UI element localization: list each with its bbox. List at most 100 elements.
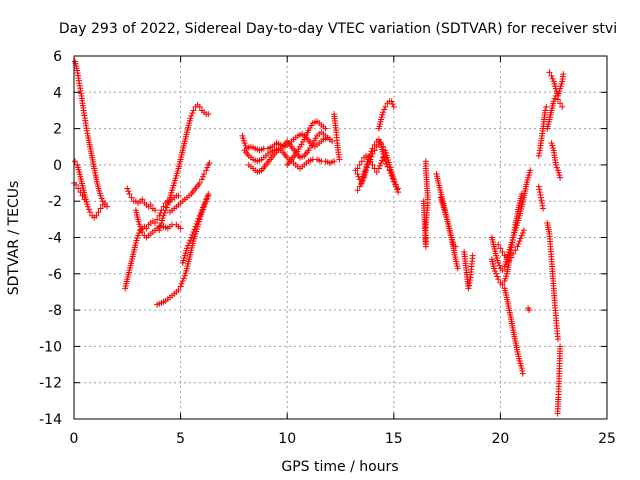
data-series xyxy=(166,160,213,216)
data-point xyxy=(559,103,566,110)
data-point xyxy=(540,205,547,212)
data-point xyxy=(193,220,200,227)
data-series xyxy=(546,69,567,99)
data-point xyxy=(139,229,146,236)
data-point xyxy=(326,136,333,143)
data-point xyxy=(382,103,389,110)
data-point xyxy=(495,276,502,283)
data-point xyxy=(367,151,374,158)
data-point xyxy=(380,109,387,116)
data-point xyxy=(496,262,503,269)
data-point xyxy=(160,203,167,210)
grid xyxy=(74,56,607,419)
data-point xyxy=(196,180,203,187)
data-point xyxy=(138,226,145,233)
data-point xyxy=(537,194,544,201)
data-point xyxy=(154,216,161,223)
data-point xyxy=(357,180,364,187)
data-point xyxy=(180,275,187,282)
data-point xyxy=(98,195,105,202)
data-point xyxy=(354,187,361,194)
data-point xyxy=(196,212,203,219)
data-series xyxy=(535,183,547,212)
data-point xyxy=(512,247,519,254)
data-point xyxy=(494,273,501,280)
x-tick-label: 20 xyxy=(491,431,509,447)
data-series xyxy=(245,129,333,176)
data-point xyxy=(152,219,159,226)
data-point xyxy=(375,165,382,172)
data-point xyxy=(189,110,196,117)
data-series xyxy=(525,305,533,314)
data-point xyxy=(75,185,82,192)
data-point xyxy=(367,158,374,165)
data-point xyxy=(388,172,395,179)
data-point xyxy=(186,239,193,246)
data-point xyxy=(395,185,402,192)
data-point xyxy=(420,198,427,205)
data-point xyxy=(206,160,213,167)
data-point xyxy=(548,72,555,79)
data-point xyxy=(390,103,397,110)
data-point xyxy=(392,181,399,188)
data-point xyxy=(469,252,476,259)
data-point xyxy=(331,158,338,165)
data-point xyxy=(72,158,79,165)
data-point xyxy=(454,265,461,272)
data-point xyxy=(492,268,499,275)
data-series xyxy=(544,219,561,343)
data-point xyxy=(369,161,376,168)
data-point xyxy=(93,212,100,219)
data-point xyxy=(204,164,211,171)
y-tick-label: -6 xyxy=(48,267,62,283)
y-axis-label: SDTVAR / TECUs xyxy=(6,181,22,296)
data-point xyxy=(126,190,133,197)
data-series xyxy=(331,111,343,163)
y-tick-label: 2 xyxy=(53,122,62,138)
data-point xyxy=(162,207,169,214)
data-point xyxy=(495,241,502,248)
data-point xyxy=(382,158,389,165)
y-tick-label: -12 xyxy=(39,376,62,392)
data-point xyxy=(538,197,545,204)
data-point xyxy=(178,280,185,287)
data-point xyxy=(376,162,383,169)
data-point xyxy=(188,234,195,241)
data-point xyxy=(161,209,168,216)
data-series xyxy=(420,158,431,250)
data-point xyxy=(201,201,208,208)
data-point xyxy=(553,164,560,171)
data-series xyxy=(72,158,108,221)
data-point xyxy=(203,196,210,203)
data-point xyxy=(518,190,525,197)
data-point xyxy=(192,223,199,230)
data-point xyxy=(160,212,167,219)
data-point xyxy=(188,112,195,119)
data-point xyxy=(198,207,205,214)
data-point xyxy=(203,167,210,174)
data-point xyxy=(519,367,526,374)
data-series xyxy=(71,180,88,203)
data-point xyxy=(183,245,190,252)
x-tick-label: 0 xyxy=(70,431,79,447)
y-tick-label: 4 xyxy=(53,85,62,101)
data-point xyxy=(389,175,396,182)
data-point xyxy=(520,227,527,234)
data-point xyxy=(497,245,504,252)
data-point xyxy=(185,242,192,249)
data-point xyxy=(539,202,546,209)
data-point xyxy=(505,258,512,265)
data-point xyxy=(356,183,363,190)
data-point xyxy=(204,193,211,200)
y-tick-label: -10 xyxy=(39,339,62,355)
data-point xyxy=(86,209,93,216)
data-point xyxy=(499,281,506,288)
data-point xyxy=(378,160,385,167)
data-point xyxy=(175,192,182,199)
data-point xyxy=(549,75,556,82)
data-series xyxy=(375,98,397,132)
data-point xyxy=(552,161,559,168)
data-point xyxy=(499,267,506,274)
data-point xyxy=(97,192,104,199)
data-point xyxy=(465,285,472,292)
